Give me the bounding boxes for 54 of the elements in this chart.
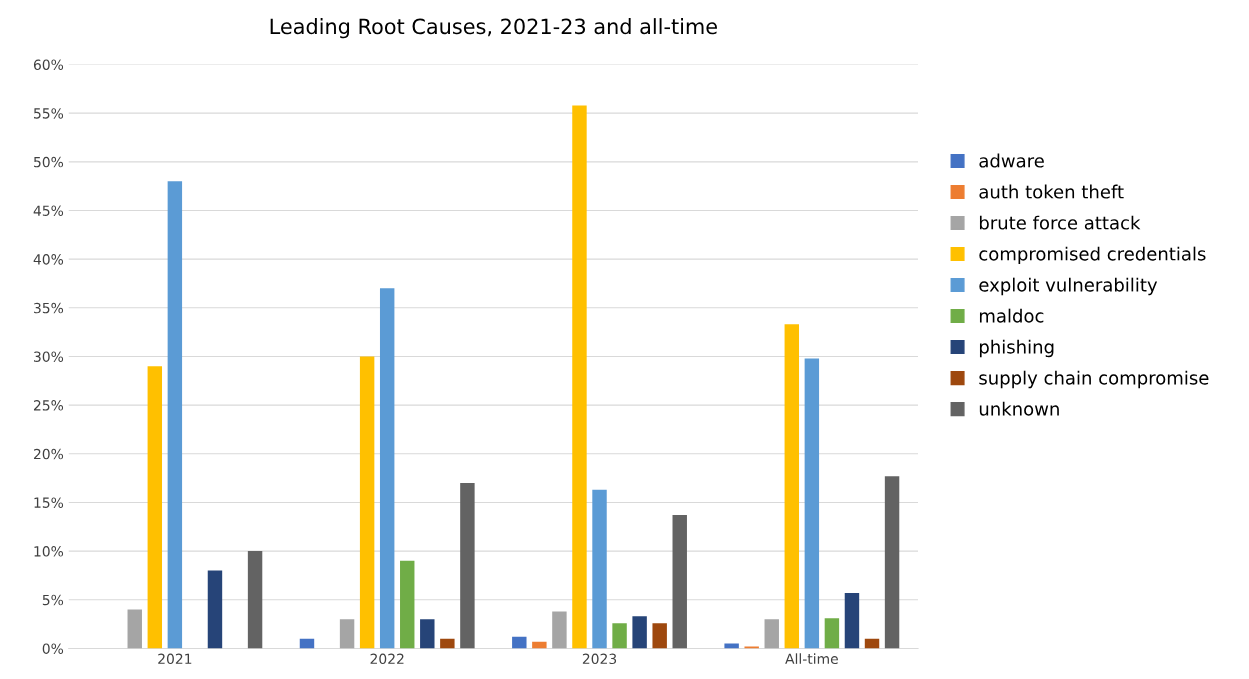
- bar: [339, 619, 355, 649]
- bar: [400, 560, 415, 649]
- legend-label: phishing: [979, 339, 1054, 358]
- bar: [359, 356, 375, 649]
- bar: [884, 476, 900, 649]
- x-tick-label: 2021: [158, 653, 192, 665]
- y-tick-label: 55%: [34, 108, 64, 119]
- y-tick-label: 0%: [42, 643, 64, 654]
- y-tick-label: 30%: [34, 351, 64, 362]
- bar: [672, 515, 687, 649]
- chart-title: Leading Root Causes, 2021-23 and all-time: [270, 18, 717, 39]
- bar: [440, 638, 455, 649]
- bar: [824, 618, 840, 649]
- y-tick-label: 60%: [33, 59, 64, 70]
- bar: [844, 592, 860, 649]
- bar: [804, 358, 820, 649]
- bar: [572, 105, 587, 649]
- legend-label: supply chain compromise: [979, 370, 1209, 389]
- legend-label: adware: [979, 153, 1044, 168]
- legend-label: maldoc: [979, 308, 1044, 323]
- bar: [379, 288, 395, 649]
- legend-label: unknown: [979, 401, 1059, 416]
- y-tick-label: 40%: [33, 254, 64, 265]
- bar: [764, 619, 779, 649]
- bar: [247, 551, 263, 649]
- bar: [147, 366, 163, 649]
- x-tick-label: All-time: [785, 653, 838, 665]
- bar: [592, 489, 607, 649]
- y-tick-label: 35%: [34, 302, 64, 314]
- x-tick-label: 2023: [582, 653, 617, 665]
- x-tick-label: 2022: [370, 653, 404, 665]
- bar: [127, 609, 142, 649]
- y-tick-label: 50%: [34, 156, 64, 168]
- bar: [512, 636, 527, 649]
- bar: [420, 619, 435, 649]
- bar: [167, 181, 183, 649]
- bar: [784, 324, 800, 649]
- bar: [207, 570, 223, 649]
- bar: [460, 483, 475, 649]
- legend-label: compromised credentials: [979, 246, 1206, 265]
- bar: [632, 616, 647, 649]
- legend-label: brute force attack: [979, 215, 1141, 230]
- bar: [552, 611, 567, 649]
- bar: [532, 641, 547, 649]
- y-tick-label: 25%: [33, 400, 64, 411]
- y-tick-label: 5%: [42, 594, 64, 606]
- bar: [612, 623, 627, 649]
- legend-label: exploit vulnerability: [979, 277, 1158, 296]
- legend-label: auth token theft: [979, 184, 1124, 199]
- y-tick-label: 15%: [34, 497, 64, 508]
- y-tick-label: 10%: [34, 546, 64, 557]
- y-tick-label: 20%: [33, 448, 64, 460]
- bar: [652, 623, 667, 649]
- y-tick-label: 45%: [33, 205, 64, 216]
